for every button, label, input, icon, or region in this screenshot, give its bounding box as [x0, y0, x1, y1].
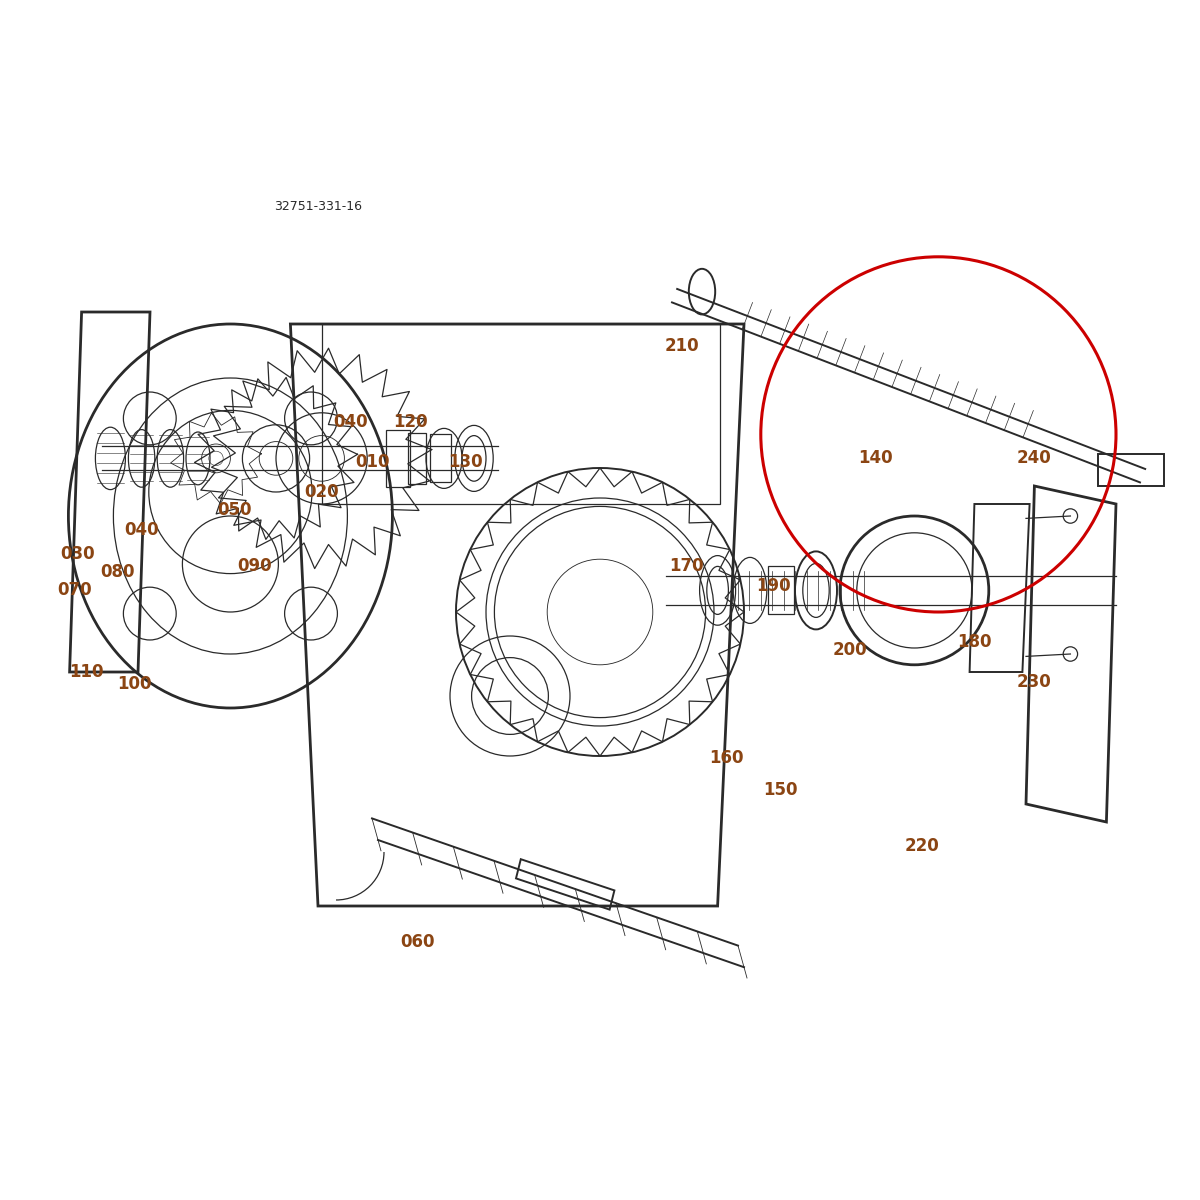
Text: 230: 230: [1018, 672, 1051, 691]
Text: 32751-331-16: 32751-331-16: [274, 200, 362, 212]
Text: 040: 040: [334, 413, 367, 431]
Text: 110: 110: [70, 662, 103, 680]
Bar: [430, 434, 451, 482]
Text: 040: 040: [125, 521, 158, 539]
Bar: [386, 430, 410, 487]
Text: 050: 050: [217, 502, 251, 518]
Text: 010: 010: [355, 452, 389, 470]
Text: 240: 240: [1018, 449, 1051, 467]
Text: 220: 220: [905, 838, 938, 854]
Text: 070: 070: [58, 581, 91, 599]
Text: 080: 080: [101, 563, 134, 581]
Text: 090: 090: [238, 557, 271, 575]
Text: 120: 120: [394, 413, 427, 431]
Text: 170: 170: [670, 557, 703, 575]
Text: 060: 060: [401, 934, 434, 950]
Text: 160: 160: [709, 749, 743, 768]
Text: 150: 150: [763, 780, 797, 799]
Text: 200: 200: [833, 641, 866, 659]
Text: 020: 020: [305, 482, 338, 502]
Text: 030: 030: [61, 545, 95, 563]
Text: 210: 210: [665, 336, 698, 355]
Bar: [408, 433, 426, 484]
Bar: [768, 566, 794, 614]
Text: 100: 100: [118, 674, 151, 692]
Text: 130: 130: [449, 452, 482, 470]
Text: 140: 140: [859, 449, 893, 467]
Text: 180: 180: [958, 634, 991, 650]
Text: 190: 190: [757, 577, 791, 594]
